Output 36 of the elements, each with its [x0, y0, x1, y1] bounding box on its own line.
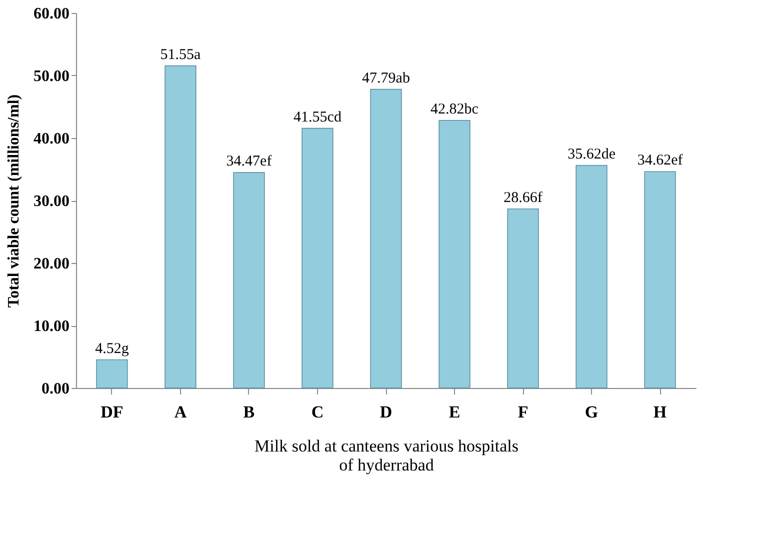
data-label: 51.55a: [160, 46, 202, 63]
y-tick-label: 20.00: [34, 256, 70, 272]
x-tick-label: A: [174, 402, 188, 422]
bar: [644, 171, 676, 388]
data-label: 4.52g: [95, 340, 130, 357]
x-tick-label: C: [311, 402, 324, 422]
bar: [302, 128, 334, 388]
x-tick-label: H: [653, 402, 667, 422]
x-tick-label: G: [584, 402, 598, 422]
x-tick-label: D: [380, 402, 392, 422]
x-tick-label: DF: [100, 402, 124, 422]
x-tick-label: E: [448, 402, 460, 422]
data-label: 47.79ab: [362, 70, 410, 86]
bar: [96, 359, 128, 388]
data-label: 34.47ef: [226, 154, 272, 170]
data-label: 35.62de: [568, 146, 616, 162]
y-tick-label: 30.00: [34, 193, 70, 210]
bar: [438, 120, 470, 388]
data-label: 41.55cd: [294, 109, 342, 126]
x-tick-label: F: [518, 402, 528, 422]
y-tick-label: 0.00: [42, 380, 70, 398]
y-tick-label: 40.00: [34, 130, 70, 148]
data-label: 28.66f: [504, 190, 542, 206]
bar: [233, 172, 265, 388]
y-axis-title: Total viable count (millions/ml): [6, 94, 22, 308]
bar: [164, 65, 196, 388]
y-tick-label: 10.00: [34, 318, 70, 335]
x-axis-title: Milk sold at canteens various hospitals of hyderrabad: [254, 436, 518, 474]
x-tick-label: B: [243, 402, 255, 422]
data-label: 34.62ef: [637, 152, 683, 169]
y-tick-label: 50.00: [34, 68, 70, 85]
data-label: 42.82bc: [430, 101, 479, 118]
y-tick-label: 60.00: [34, 6, 70, 22]
bar: [576, 164, 608, 388]
bar: [507, 208, 539, 388]
bar: [370, 88, 402, 388]
